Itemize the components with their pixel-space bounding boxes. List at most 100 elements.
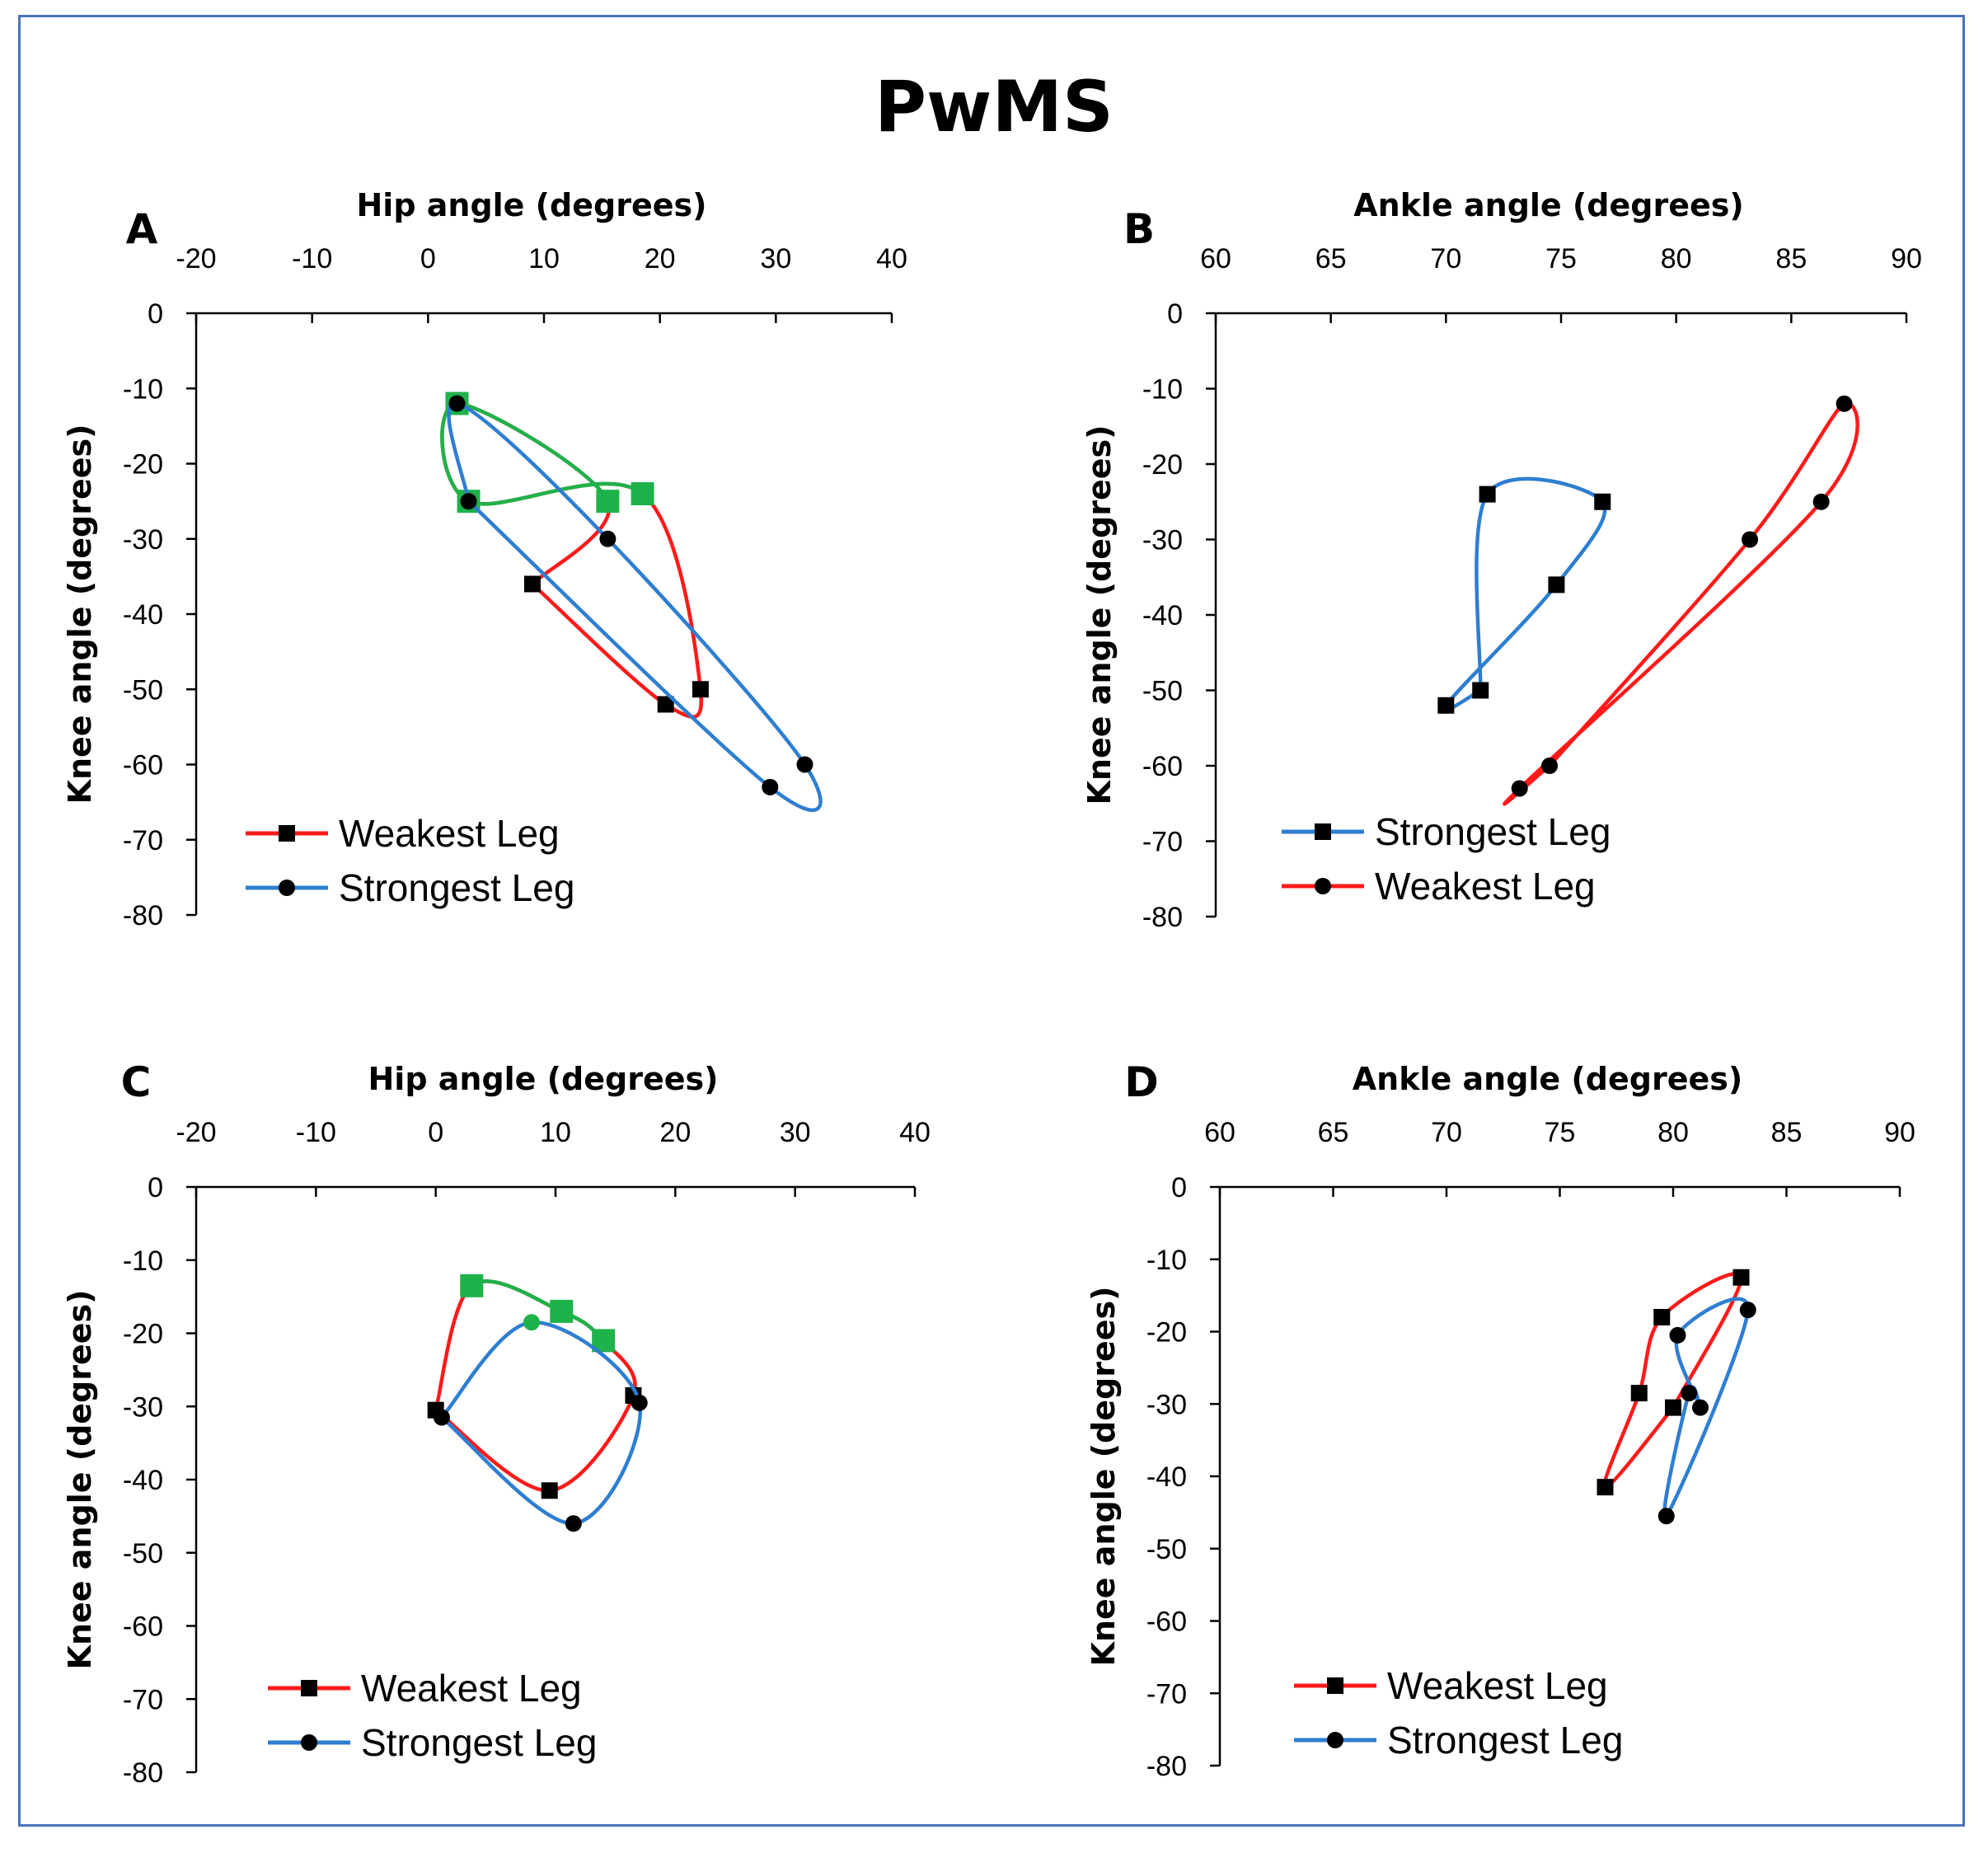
data-point: [657, 696, 674, 713]
data-point: [460, 493, 477, 510]
panel-letter: A: [126, 205, 158, 253]
y-tick-label: -30: [123, 524, 163, 556]
series-line: [440, 401, 704, 719]
legend-label: Weakest Leg: [361, 1667, 582, 1710]
series-weakest-leg: [440, 392, 709, 719]
y-tick-label: -70: [1142, 827, 1183, 858]
x-axis-title: Ankle angle (degrees): [1353, 1061, 1743, 1097]
y-tick-label: 0: [1171, 1172, 1187, 1203]
data-point: [1732, 1269, 1750, 1286]
y-tick-label: -80: [123, 1757, 163, 1789]
legend: Strongest Leg Weakest Leg: [1282, 810, 1611, 908]
y-tick-label: -50: [123, 674, 163, 706]
y-tick-label: -20: [123, 1319, 163, 1350]
x-tick-label: 85: [1775, 243, 1807, 274]
legend-label: Strongest Leg: [1387, 1719, 1623, 1762]
x-tick-label: 70: [1430, 243, 1461, 274]
series-weakest-leg: [427, 1274, 642, 1499]
y-tick-label: -80: [123, 900, 163, 931]
x-tick-label: 0: [420, 243, 436, 274]
series-strongest-leg: [1657, 1297, 1756, 1525]
x-tick-label: 60: [1200, 243, 1231, 274]
y-tick-label: -80: [1142, 902, 1183, 933]
x-tick-label: -10: [292, 243, 332, 274]
x-tick-label: 40: [899, 1117, 931, 1148]
legend-swatch-marker: [301, 1680, 317, 1696]
series-line: [1503, 401, 1859, 806]
data-point: [1511, 780, 1528, 797]
data-point-swing: [460, 1274, 484, 1297]
data-point: [1479, 486, 1496, 503]
legend-swatch-marker: [279, 880, 295, 896]
panel-letter: D: [1124, 1058, 1159, 1106]
y-tick-label: -40: [123, 599, 163, 631]
data-point: [1594, 493, 1611, 510]
x-tick-label: 75: [1545, 1117, 1576, 1148]
x-tick-label: 30: [760, 243, 791, 274]
y-tick-label: -10: [1146, 1245, 1187, 1276]
data-point: [565, 1515, 582, 1532]
y-tick-label: -70: [123, 1684, 163, 1715]
y-tick-label: -10: [123, 1245, 163, 1277]
legend: Weakest Leg Strongest Leg: [246, 812, 574, 909]
series-strongest-leg: [433, 1314, 648, 1532]
x-tick-label: 65: [1315, 243, 1347, 274]
data-point: [1812, 493, 1830, 510]
y-tick-label: 0: [148, 298, 163, 330]
y-tick-label: -50: [1142, 676, 1183, 707]
x-tick-label: 10: [528, 243, 560, 274]
legend-swatch-marker: [301, 1734, 317, 1751]
panel-letter: C: [121, 1058, 152, 1106]
legend-swatch-marker: [279, 825, 295, 842]
legend: Weakest Leg Strongest Leg: [1294, 1664, 1623, 1762]
data-point: [1681, 1385, 1698, 1402]
y-axis-title: Knee angle (degrees): [1081, 425, 1118, 805]
legend: Weakest Leg Strongest Leg: [268, 1667, 597, 1764]
x-tick-label: 80: [1661, 243, 1692, 274]
legend-label: Weakest Leg: [339, 812, 560, 855]
data-point: [523, 1314, 540, 1331]
y-axis-title: Knee angle (degrees): [62, 424, 98, 804]
chart-panel-a: A Hip angle (degrees) Knee angle (degrees)…: [62, 187, 907, 931]
swing-segment: [467, 481, 644, 506]
swing-segment: [470, 1279, 563, 1313]
figure-title: PwMS: [874, 66, 1114, 148]
legend-label: Weakest Leg: [1387, 1664, 1608, 1707]
data-point-swing: [550, 1299, 574, 1323]
x-axis-title: Hip angle (degrees): [357, 187, 707, 223]
series-weakest-leg: [1503, 395, 1859, 806]
x-tick-label: 90: [1891, 243, 1922, 274]
x-tick-label: -20: [176, 243, 216, 274]
y-tick-label: -50: [1146, 1534, 1187, 1565]
y-tick-label: -20: [1142, 449, 1183, 481]
chart-panel-d: D Ankle angle (degrees) Knee angle (degree…: [1085, 1058, 1915, 1782]
x-tick-label: 60: [1204, 1117, 1235, 1148]
data-point: [1836, 395, 1853, 412]
data-point: [1665, 1399, 1681, 1416]
data-point: [1437, 697, 1455, 714]
x-tick-label: 40: [876, 243, 907, 274]
y-tick-label: -20: [123, 449, 163, 481]
y-tick-label: -30: [123, 1391, 163, 1423]
chart-panel-c: C Hip angle (degrees) Knee angle (degrees)…: [62, 1058, 931, 1789]
data-point: [1742, 531, 1759, 548]
y-tick-label: -40: [123, 1465, 163, 1496]
x-axis-title: Hip angle (degrees): [368, 1061, 719, 1097]
y-tick-label: -80: [1146, 1751, 1187, 1782]
data-point: [1739, 1302, 1756, 1319]
data-point: [1472, 682, 1489, 699]
x-tick-label: -10: [296, 1117, 336, 1148]
legend-label: Strongest Leg: [361, 1721, 597, 1764]
data-point: [1669, 1326, 1686, 1344]
legend-label: Strongest Leg: [1375, 810, 1611, 853]
legend-swatch-marker: [1315, 823, 1331, 840]
series-line: [1442, 476, 1607, 713]
y-tick-label: 0: [148, 1172, 163, 1203]
data-point: [631, 1394, 648, 1411]
data-point: [762, 778, 779, 795]
y-tick-label: 0: [1167, 298, 1183, 330]
x-tick-label: 10: [540, 1117, 571, 1148]
x-tick-label: 30: [780, 1117, 811, 1148]
legend-swatch-marker: [1315, 878, 1331, 894]
